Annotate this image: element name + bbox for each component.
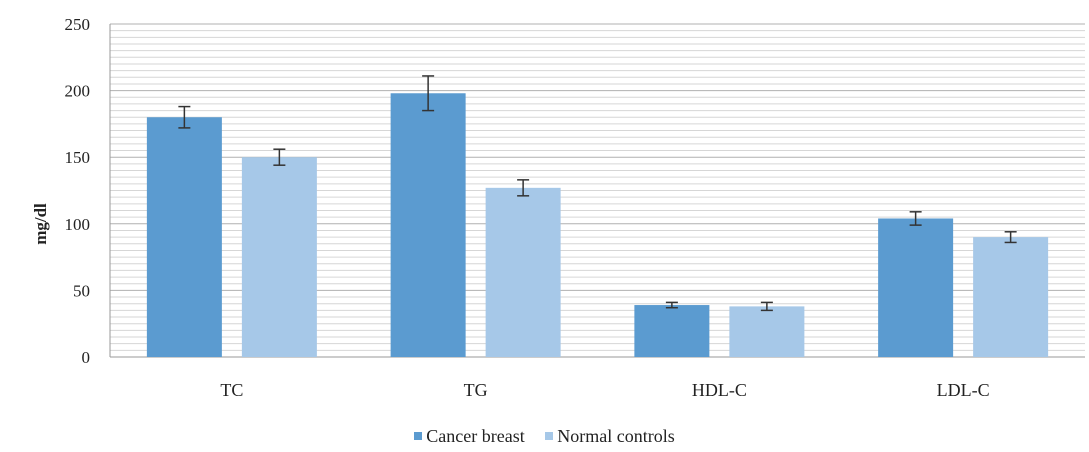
- y-tick-label: 100: [65, 215, 91, 234]
- legend: Cancer breast Normal controls: [0, 424, 1089, 447]
- legend-item-normal-controls: Normal controls: [545, 425, 675, 447]
- legend-swatch-cancer-breast: [414, 432, 423, 440]
- bar-normal-controls-hdl-c: [729, 306, 805, 357]
- bar-cancer-breast-hdl-c: [634, 305, 710, 357]
- y-tick-label: 250: [65, 15, 91, 34]
- bar-chart: 0 50 100 150 200 250 TC TG HDL-C LDL-C mg/dl: [31, 15, 1085, 400]
- y-tick-label: 50: [73, 281, 90, 300]
- legend-label-cancer-breast: Cancer breast: [426, 425, 525, 446]
- bar-normal-controls-tc: [241, 157, 317, 357]
- legend-swatch-normal-controls: [545, 432, 554, 440]
- bar-cancer-breast-tc: [146, 117, 222, 358]
- bars: [146, 93, 1049, 358]
- bar-normal-controls-tg: [485, 187, 561, 357]
- bar-cancer-breast-ldl-c: [878, 218, 954, 357]
- legend-item-cancer-breast: Cancer breast: [414, 425, 525, 447]
- x-tick-label: TG: [464, 380, 488, 400]
- y-axis-label: mg/dl: [31, 203, 50, 245]
- bar-normal-controls-ldl-c: [973, 237, 1049, 357]
- y-tick-label: 200: [65, 82, 91, 101]
- x-tick-label: HDL-C: [692, 380, 747, 400]
- legend-label-normal-controls: Normal controls: [557, 425, 675, 446]
- y-tick-label: 0: [82, 348, 91, 367]
- x-tick-label: TC: [220, 380, 243, 400]
- error-bars: [178, 75, 1017, 312]
- bar-cancer-breast-tg: [390, 93, 466, 357]
- y-tick-label: 150: [65, 148, 91, 167]
- x-tick-label: LDL-C: [937, 380, 990, 400]
- axis-labels: 0 50 100 150 200 250 TC TG HDL-C LDL-C: [65, 15, 990, 400]
